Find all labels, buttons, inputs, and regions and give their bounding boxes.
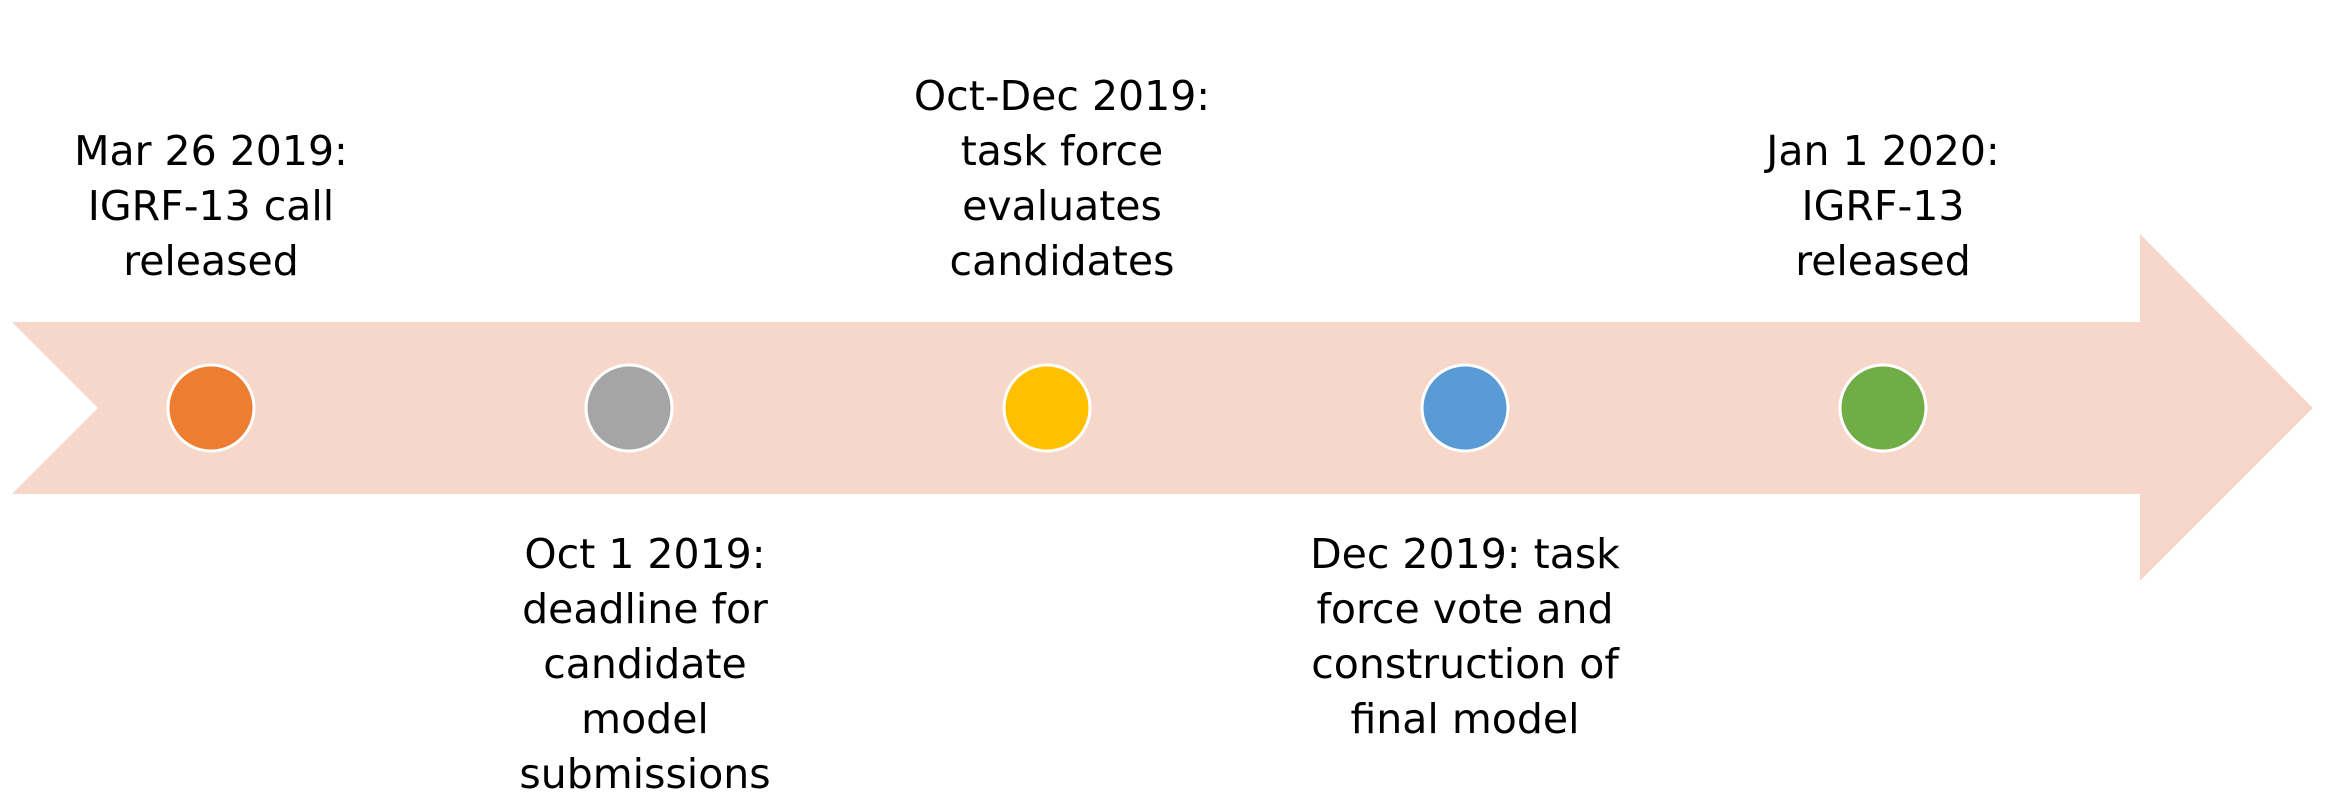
event-label: deadline for (522, 585, 768, 633)
event-label: submissions (519, 750, 770, 798)
event-label: final model (1350, 695, 1579, 743)
event-label: Jan 1 2020: (1763, 127, 2000, 175)
timeline-arrow (12, 234, 2313, 581)
event-label: candidate (543, 640, 747, 688)
event-marker (1838, 363, 1928, 453)
event-label: released (123, 237, 299, 285)
event-label: construction of (1311, 640, 1620, 688)
event-label: IGRF-13 call (88, 182, 334, 230)
event-marker (1002, 363, 1092, 453)
event-label: model (581, 695, 709, 743)
event-label: evaluates (962, 182, 1162, 230)
event-label: task force (961, 127, 1164, 175)
event-label: IGRF-13 (1802, 182, 1965, 230)
event-label: candidates (950, 237, 1175, 285)
event-marker (584, 363, 674, 453)
event-label: Mar 26 2019: (74, 127, 348, 175)
event-marker (166, 363, 256, 453)
event-label: Oct-Dec 2019: (914, 72, 1210, 120)
event-label: released (1795, 237, 1971, 285)
event-label: force vote and (1316, 585, 1613, 633)
event-label: Dec 2019: task (1310, 530, 1620, 578)
event-marker (1420, 363, 1510, 453)
event-label: Oct 1 2019: (524, 530, 765, 578)
